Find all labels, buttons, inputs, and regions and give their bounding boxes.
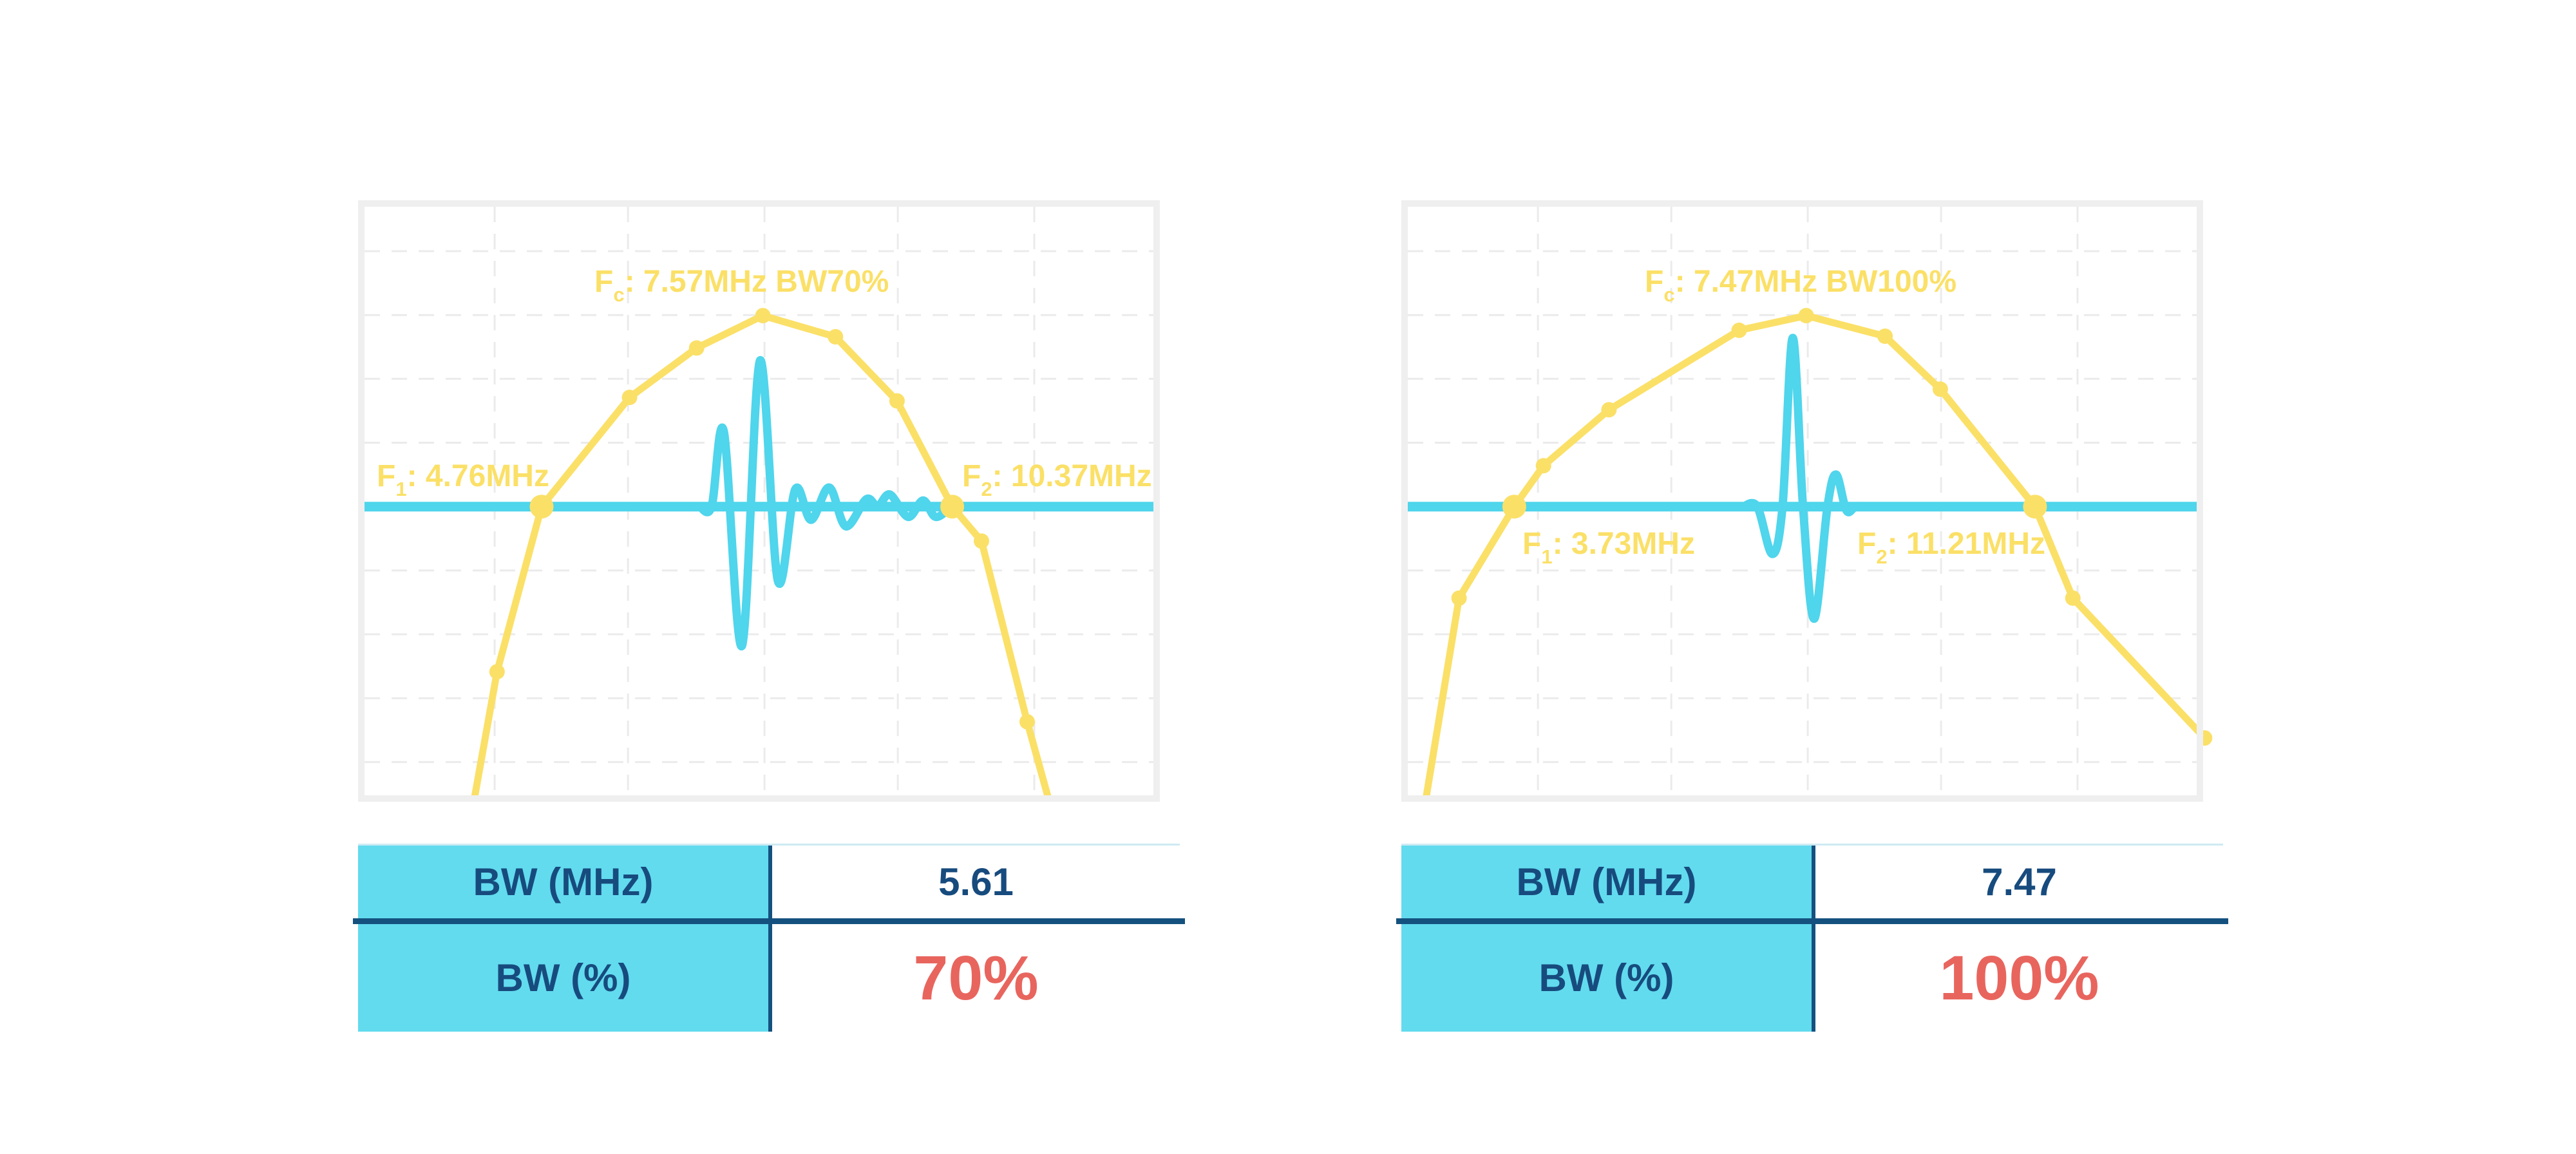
pulse-waveform	[1743, 338, 1870, 619]
spectrum-curve	[472, 316, 1053, 813]
spectrum-point-marker	[1933, 381, 1948, 397]
bw-mhz-value: 5.61	[938, 860, 1014, 903]
spectrum-point-marker	[828, 329, 843, 345]
spectrum-chart-left: Fc: 7.57MHz BW70% F1: 4.76MHz F2: 10.37M…	[358, 200, 1160, 802]
bw-pct-value: 70%	[913, 942, 1039, 1013]
spectrum-point-marker	[1732, 323, 1747, 338]
bandwidth-crossing-marker	[530, 495, 554, 518]
bw-pct-value: 100%	[1939, 942, 2099, 1013]
f1-annotation: F1: 4.76MHz	[377, 459, 549, 500]
fc-annotation: Fc: 7.57MHz BW70%	[594, 265, 889, 306]
spectrum-point-marker	[689, 340, 705, 355]
f1-annotation: F1: 3.73MHz	[1522, 527, 1695, 568]
spectrum-point-marker	[755, 308, 771, 323]
spectrum-chart-right: Fc: 7.47MHz BW100% F1: 3.73MHz F2: 11.21…	[1401, 200, 2203, 802]
bw-mhz-value: 7.47	[1982, 860, 2057, 903]
plot-area-right: Fc: 7.47MHz BW100% F1: 3.73MHz F2: 11.21…	[1408, 207, 2197, 795]
bandwidth-crossing-marker	[2023, 495, 2047, 518]
bw-table-left: BW (MHz) 5.61 BW (%) 70%	[353, 844, 1185, 1032]
plot-area-left: Fc: 7.57MHz BW70% F1: 4.76MHz F2: 10.37M…	[365, 207, 1153, 795]
table-column-divider	[768, 846, 772, 1032]
spectrum-point-marker	[1799, 308, 1814, 323]
plot-svg-right: Fc: 7.47MHz BW100% F1: 3.73MHz F2: 11.21…	[1408, 207, 2197, 795]
table-top-border	[1401, 844, 2223, 846]
f2-annotation: F2: 11.21MHz	[1857, 527, 2045, 568]
bandwidth-crossing-marker	[1502, 495, 1526, 518]
bandwidth-crossing-marker	[940, 495, 964, 518]
bw-mhz-label: BW (MHz)	[473, 860, 654, 903]
bw-mhz-label: BW (MHz)	[1516, 860, 1697, 903]
spectrum-point-marker	[1452, 591, 1467, 606]
bw-pct-label: BW (%)	[1539, 956, 1674, 999]
spectrum-point-marker	[974, 533, 989, 549]
spectrum-point-marker	[1536, 458, 1551, 473]
f2-annotation: F2: 10.37MHz	[962, 459, 1152, 500]
spectrum-point-marker	[889, 393, 905, 409]
spectrum-point-marker	[1877, 328, 1893, 344]
table-label-column-fill	[358, 846, 768, 1032]
spectrum-point-marker	[2065, 591, 2081, 606]
bw-table-right: BW (MHz) 7.47 BW (%) 100%	[1396, 844, 2228, 1032]
spectrum-curve	[1424, 316, 2205, 813]
spectrum-point-marker	[1601, 402, 1616, 417]
spectrum-point-marker	[2197, 730, 2212, 746]
spectrum-point-marker	[489, 664, 505, 679]
spectrum-point-marker	[622, 390, 638, 405]
table-top-border	[358, 844, 1180, 846]
table-row-divider	[1396, 918, 2228, 924]
table-row-divider	[353, 918, 1185, 924]
table-column-divider	[1812, 846, 1815, 1032]
bw-pct-label: BW (%)	[495, 956, 631, 999]
spectrum-point-marker	[1019, 714, 1035, 730]
fc-annotation: Fc: 7.47MHz BW100%	[1645, 265, 1956, 306]
plot-svg-left: Fc: 7.57MHz BW70% F1: 4.76MHz F2: 10.37M…	[365, 207, 1153, 795]
table-label-column-fill	[1401, 846, 1812, 1032]
pulse-waveform	[700, 360, 960, 646]
